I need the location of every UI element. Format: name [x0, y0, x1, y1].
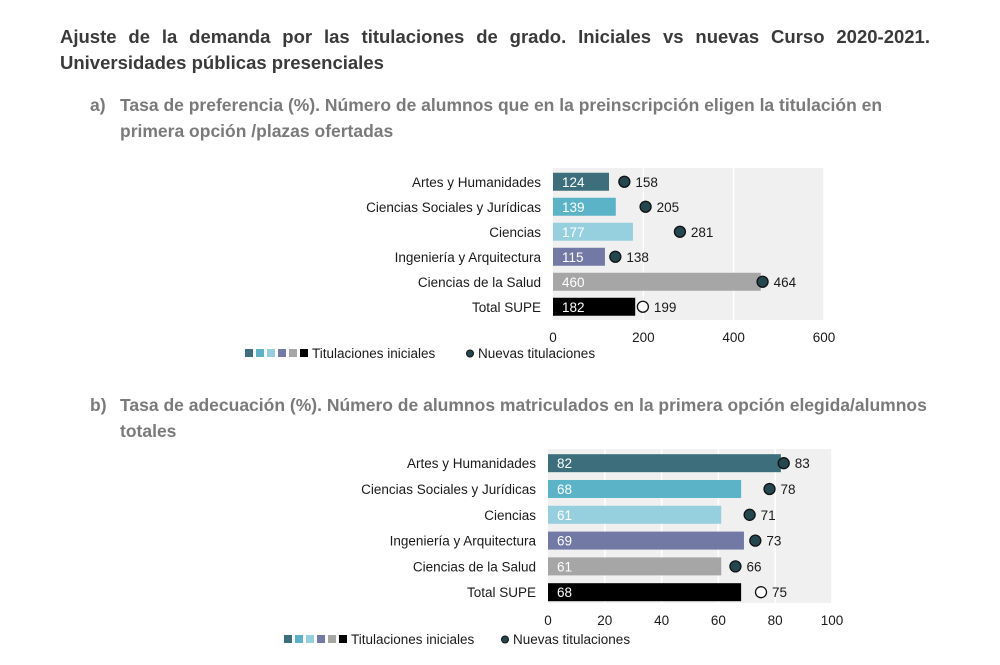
chart-a-dot-2 [673, 225, 687, 238]
chart-a-bar-1 [553, 197, 616, 216]
chart-b-bar-label-5: 68 [557, 585, 572, 600]
chart-a-bar-label-3: 115 [562, 250, 584, 265]
chart-a-legend-swatch-3 [278, 349, 286, 357]
chart-b-plot-area [548, 449, 832, 603]
chart-b-category-label-3: Ingeniería y Arquitectura [390, 534, 537, 549]
chart-a-category-label-5: Total SUPE [472, 300, 541, 315]
chart-b-dot-4 [729, 560, 742, 573]
chart-b-tick-label-4: 80 [768, 613, 783, 628]
chart-a-title: a) Tasa de preferencia (%). Número de al… [90, 92, 950, 141]
chart-b-category-label-2: Ciencias [484, 508, 536, 523]
chart-a-dot-1 [639, 200, 652, 213]
chart-a-dot-label-5: 199 [654, 300, 677, 315]
chart-b-legend-label-nuevas: Nuevas titulaciones [513, 632, 630, 647]
chart-a-dot-5 [636, 300, 650, 313]
chart-a-bar-2 [553, 222, 633, 241]
chart-a-legend-label-initial: Titulaciones iniciales [312, 346, 436, 361]
chart-b-bar-label-4: 61 [557, 559, 572, 574]
chart-b-dot-label-3: 73 [766, 534, 781, 549]
chart-b-legend-swatch-2 [306, 635, 314, 643]
chart-b-dot-label-2: 71 [761, 508, 776, 523]
chart-a-legend-label-nuevas: Nuevas titulaciones [478, 346, 595, 361]
chart-b-tick-label-3: 60 [711, 613, 726, 628]
chart-a-bar-label-0: 124 [562, 175, 585, 190]
chart-b-legend-dot [501, 635, 509, 644]
chart-a-dot-label-3: 138 [626, 250, 649, 265]
chart-a-legend-swatch-4 [289, 349, 297, 357]
chart-b-tick-label-2: 40 [654, 613, 669, 628]
chart-a-dot-3 [609, 250, 622, 263]
chart-b-dot-label-4: 66 [746, 559, 761, 574]
chart-a-category-label-2: Ciencias [489, 225, 541, 240]
chart-a-plot-area [553, 168, 824, 320]
chart-b-category-label-1: Ciencias Sociales y Jurídicas [361, 482, 536, 497]
main-title: Ajuste de la demanda por las titulacione… [60, 26, 930, 73]
chart-b-tick-label-5: 100 [821, 613, 844, 628]
chart-a-dot-0 [618, 175, 631, 188]
chart-a-legend-swatch-0 [245, 349, 253, 357]
chart-a-bar-label-4: 460 [562, 275, 585, 290]
chart-b-legend-swatch-5 [339, 635, 347, 643]
chart-a-dot-4 [756, 275, 769, 288]
chart-a-legend-dot [466, 349, 474, 358]
chart-b-category-label-4: Ciencias de la Salud [413, 559, 536, 574]
chart-a-dot-label-2: 281 [691, 225, 714, 240]
chart-b-dot-label-1: 78 [781, 482, 796, 497]
chart-b-dot-label-5: 75 [772, 585, 787, 600]
chart-a-tick-label-0: 0 [549, 330, 557, 345]
chart-b-dot-5 [754, 586, 768, 599]
chart-a-letter: a) [90, 95, 106, 115]
chart-a-bar-label-1: 139 [562, 200, 585, 215]
chart-b-dot-3 [749, 534, 762, 547]
chart-b-bar-2 [548, 505, 722, 524]
chart-b-bar-0 [548, 454, 781, 473]
chart-a-legend-swatch-5 [300, 349, 308, 357]
chart-b-bar-label-1: 68 [557, 482, 572, 497]
chart-a-category-label-0: Artes y Humanidades [412, 175, 541, 190]
chart-b-bar-4 [548, 557, 722, 576]
chart-b-legend-swatch-1 [295, 635, 303, 643]
chart-a-bar-0 [553, 172, 610, 191]
chart-a-tick-label-1: 200 [632, 330, 655, 345]
chart-a-bar-label-5: 182 [562, 300, 585, 315]
chart-a-title-text: Tasa de preferencia (%). Número de alumn… [120, 95, 883, 141]
chart-b-legend-swatch-4 [328, 635, 336, 643]
chart-b-dot-2 [743, 508, 756, 521]
chart-a-dot-label-4: 464 [774, 275, 797, 290]
chart-a-bar-3 [553, 247, 605, 266]
chart-b-category-label-5: Total SUPE [467, 585, 536, 600]
chart-b-legend-swatch-3 [317, 635, 325, 643]
chart-a-category-label-1: Ciencias Sociales y Jurídicas [366, 200, 541, 215]
chart-b-dot-1 [763, 482, 776, 496]
chart-a-bar-4 [553, 272, 761, 291]
chart-a-bar-5 [553, 297, 636, 316]
chart-b-dot-0 [777, 457, 790, 470]
chart-b-bar-3 [548, 531, 744, 550]
chart-b-bar-label-3: 69 [557, 534, 572, 549]
chart-a-legend-swatch-1 [256, 349, 264, 357]
chart-b-bar-label-2: 61 [557, 508, 572, 523]
chart-b-tick-label-1: 20 [597, 613, 612, 628]
chart-b-bar-1 [548, 479, 742, 498]
chart-a-tick-label-2: 400 [722, 330, 745, 345]
chart-a-legend-swatch-2 [267, 349, 275, 357]
chart-b-bar-label-0: 82 [557, 456, 572, 471]
chart-a-dot-label-1: 205 [657, 200, 680, 215]
chart-b-title-text: Tasa de adecuación (%). Número de alumno… [120, 395, 927, 441]
chart-a-bar-label-2: 177 [562, 225, 585, 240]
chart-b-bar-5 [548, 583, 742, 602]
chart-b-category-label-0: Artes y Humanidades [407, 456, 536, 471]
chart-b-title: b) Tasa de adecuación (%). Número de alu… [90, 392, 950, 441]
chart-a-tick-label-3: 600 [813, 330, 836, 345]
chart-b-dot-label-0: 83 [795, 456, 810, 471]
chart-b-legend-label-initial: Titulaciones iniciales [351, 632, 475, 647]
chart-b-letter: b) [90, 395, 107, 415]
chart-a-dot-label-0: 158 [635, 175, 658, 190]
chart-a-category-label-4: Ciencias de la Salud [418, 275, 541, 290]
chart-b-tick-label-0: 0 [544, 613, 552, 628]
chart-a-category-label-3: Ingeniería y Arquitectura [395, 250, 542, 265]
chart-b-legend-swatch-0 [284, 635, 292, 643]
